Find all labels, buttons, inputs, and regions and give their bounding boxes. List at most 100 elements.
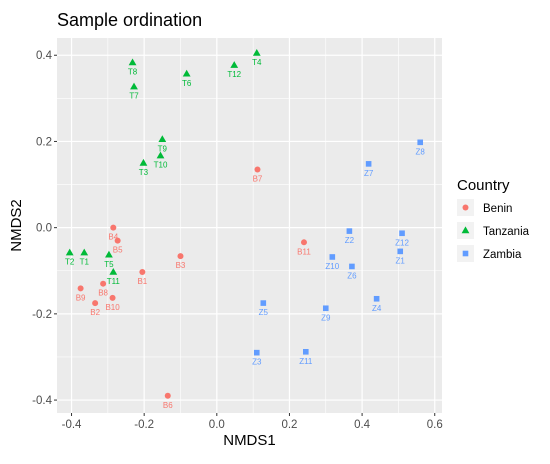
tanzania-point-label: T7 bbox=[129, 92, 139, 101]
zambia-point bbox=[417, 139, 424, 146]
tanzania-point bbox=[130, 82, 138, 90]
y-tick-label: -0.4 bbox=[32, 395, 52, 407]
tanzania-point-label: T3 bbox=[139, 168, 149, 177]
benin-point bbox=[114, 237, 121, 244]
benin-point-label: B7 bbox=[253, 174, 263, 183]
zambia-point bbox=[329, 254, 336, 260]
zambia-point-label: Z11 bbox=[299, 357, 313, 366]
benin-point-label: B9 bbox=[76, 293, 86, 302]
x-tick-label: -0.4 bbox=[62, 419, 82, 431]
zambia-point-label: Z9 bbox=[321, 313, 331, 322]
x-tick-label: 0.4 bbox=[354, 419, 371, 431]
tanzania-point bbox=[156, 151, 165, 159]
benin-point bbox=[177, 253, 184, 260]
tanzania-point bbox=[158, 135, 167, 143]
zambia-point-label: Z12 bbox=[395, 238, 409, 247]
legend-key-tanzania bbox=[461, 226, 470, 234]
tanzania-point-label: T6 bbox=[182, 79, 192, 88]
tanzania-point-label: T2 bbox=[65, 258, 75, 267]
benin-point-label: B3 bbox=[176, 261, 186, 270]
major-gridlines bbox=[57, 38, 442, 413]
zambia-point bbox=[397, 248, 404, 255]
x-axis-title: NMDS1 bbox=[223, 432, 276, 449]
tanzania-point bbox=[128, 58, 137, 66]
zambia-point bbox=[260, 300, 267, 306]
y-tick-label: 0.0 bbox=[36, 223, 52, 235]
tanzania-point bbox=[182, 69, 191, 77]
benin-point-label: B11 bbox=[297, 247, 311, 256]
benin-point bbox=[139, 269, 146, 276]
y-tick-label: 0.2 bbox=[36, 136, 52, 148]
zambia-point-label: Z6 bbox=[347, 271, 357, 280]
data-points: B1 B2 B3 B4 B5 B6 B7 B8 B9 B10 B11 T1 T2 T3 T4 T5 T6 T7 T8… bbox=[65, 49, 425, 410]
benin-point bbox=[110, 224, 117, 231]
benin-point bbox=[300, 239, 307, 246]
legend-key-benin bbox=[462, 204, 469, 211]
legend-label: Tanzania bbox=[483, 226, 530, 238]
benin-point bbox=[100, 280, 107, 287]
tanzania-point bbox=[80, 248, 89, 256]
zambia-point-label: Z5 bbox=[259, 308, 269, 317]
zambia-point bbox=[253, 349, 260, 356]
plot-panel bbox=[57, 38, 442, 413]
tanzania-point-label: T4 bbox=[252, 58, 262, 67]
tanzania-point bbox=[65, 248, 74, 256]
x-axis: -0.4 -0.2 0.0 0.2 0.4 0.6 bbox=[62, 413, 443, 431]
tanzania-point-label: T1 bbox=[80, 258, 90, 267]
benin-point-label: B8 bbox=[98, 289, 108, 298]
tanzania-point-label: T10 bbox=[154, 161, 168, 170]
x-tick-label: 0.6 bbox=[427, 419, 443, 431]
benin-point bbox=[77, 285, 84, 292]
minor-gridlines bbox=[57, 38, 442, 413]
legend-label: Zambia bbox=[483, 249, 522, 261]
legend-label: Benin bbox=[483, 203, 512, 215]
legend-title: Country bbox=[457, 177, 510, 194]
tanzania-point-label: T9 bbox=[158, 144, 168, 153]
x-tick-label: 0.0 bbox=[209, 419, 225, 431]
zambia-point-label: Z10 bbox=[325, 262, 339, 271]
zambia-point bbox=[373, 295, 380, 302]
tanzania-point bbox=[252, 49, 261, 56]
zambia-point-label: Z4 bbox=[372, 304, 382, 313]
chart-title: Sample ordination bbox=[57, 10, 202, 30]
y-axis-title: NMDS2 bbox=[8, 199, 25, 252]
benin-point-label: B6 bbox=[163, 401, 173, 410]
zambia-point-label: Z3 bbox=[252, 358, 262, 367]
benin-point-label: B1 bbox=[137, 277, 147, 286]
zambia-point bbox=[302, 348, 309, 355]
legend-key-zambia bbox=[462, 250, 469, 257]
zambia-point bbox=[346, 228, 353, 234]
x-tick-label: -0.2 bbox=[134, 419, 154, 431]
y-tick-label: -0.2 bbox=[32, 309, 52, 321]
tanzania-point bbox=[105, 250, 113, 258]
benin-point-label: B2 bbox=[90, 308, 100, 317]
tanzania-point bbox=[139, 158, 148, 166]
zambia-point-label: Z7 bbox=[364, 169, 374, 178]
benin-point-label: B5 bbox=[113, 246, 123, 255]
zambia-point bbox=[399, 230, 405, 237]
benin-point-label: B4 bbox=[108, 233, 118, 242]
benin-point bbox=[254, 166, 261, 173]
zambia-point-label: Z8 bbox=[416, 147, 426, 156]
tanzania-point bbox=[109, 267, 118, 275]
zambia-point bbox=[322, 305, 329, 312]
benin-point bbox=[92, 300, 99, 307]
zambia-point bbox=[365, 161, 372, 167]
zambia-point-label: Z1 bbox=[396, 256, 406, 265]
zambia-point-label: Z2 bbox=[345, 236, 355, 245]
benin-point bbox=[109, 294, 116, 301]
y-tick-label: 0.4 bbox=[36, 50, 53, 62]
legend: Country Benin Tanzania Zambia bbox=[457, 177, 530, 262]
x-tick-label: 0.2 bbox=[281, 419, 297, 431]
zambia-point bbox=[349, 263, 355, 270]
tanzania-point-label: T5 bbox=[104, 260, 114, 269]
tanzania-point-label: T8 bbox=[128, 68, 138, 77]
tanzania-point-label: T12 bbox=[227, 70, 241, 79]
y-axis: -0.4 -0.2 0.0 0.2 0.4 bbox=[32, 50, 57, 407]
tanzania-point bbox=[230, 61, 239, 68]
benin-point bbox=[164, 392, 171, 399]
benin-point-label: B10 bbox=[105, 303, 120, 312]
tanzania-point-label: T11 bbox=[107, 277, 121, 286]
